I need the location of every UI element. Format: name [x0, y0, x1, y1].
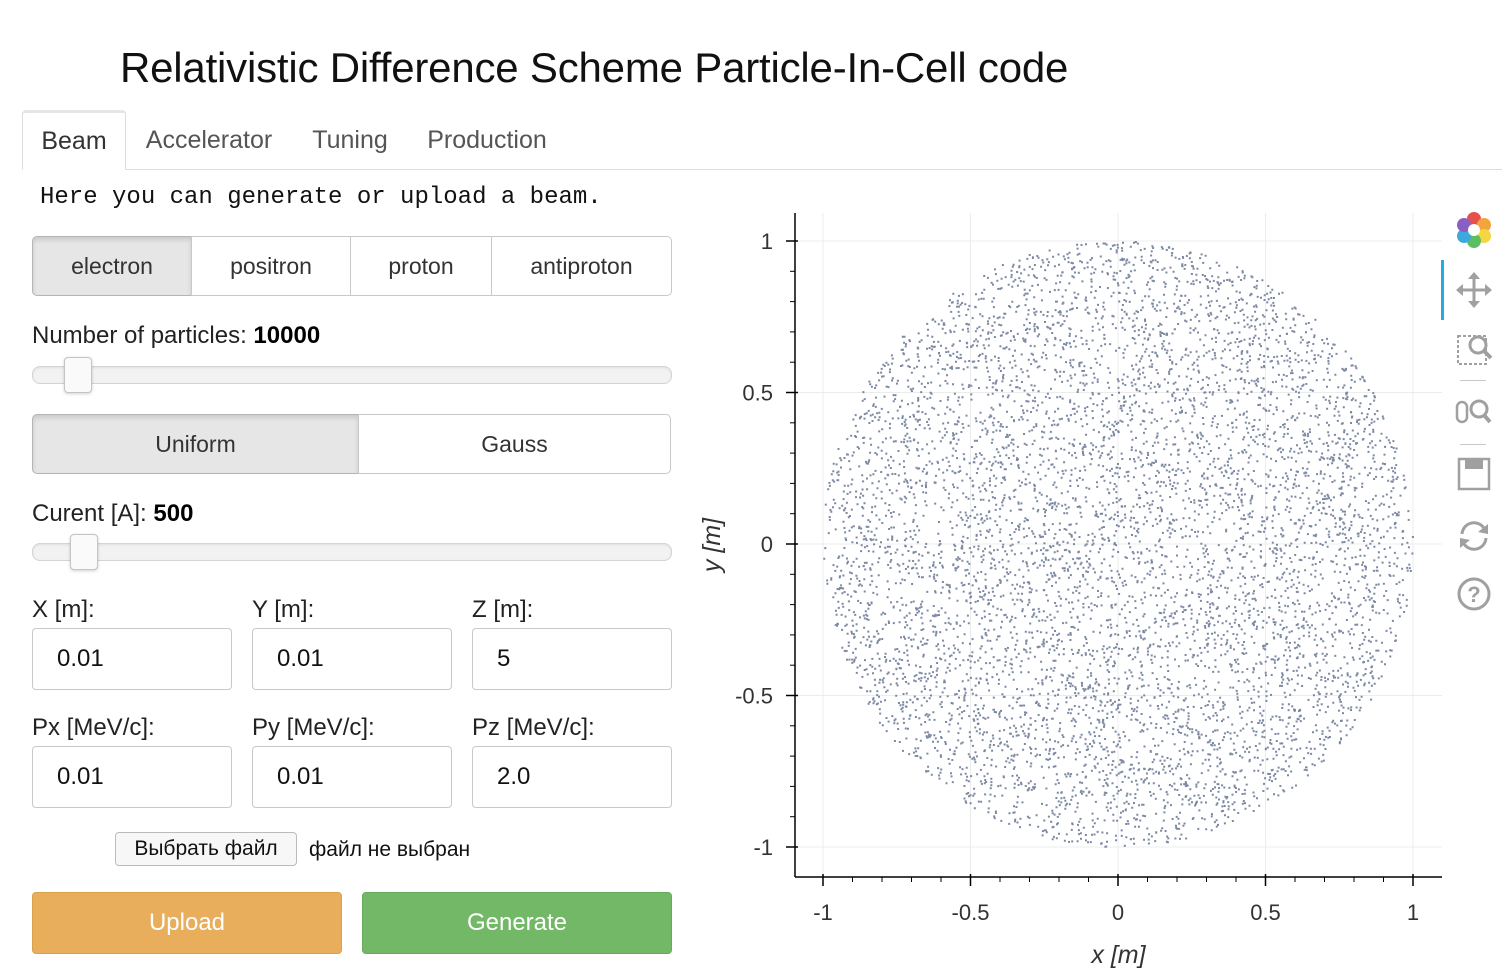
x-tick-label: -1 [813, 900, 833, 925]
generate-button[interactable]: Generate [362, 892, 672, 954]
particle-positron-button[interactable]: positron [191, 236, 351, 296]
scatter-marks [823, 241, 1414, 848]
pan-icon[interactable] [1454, 270, 1494, 310]
px-label: Px [MeV/c]: [32, 714, 155, 741]
x-tick-label: 1 [1407, 900, 1419, 925]
particle-antiproton-button[interactable]: antiproton [491, 236, 672, 296]
py-input[interactable] [252, 746, 452, 808]
current-label: Curent [A]: 500 [32, 500, 193, 528]
current-slider[interactable] [32, 534, 672, 570]
x-tick-label: -0.5 [952, 900, 990, 925]
beam-intro-text: Here you can generate or upload a beam. [40, 184, 602, 211]
x-tick-label: 0 [1112, 900, 1124, 925]
particle-proton-button[interactable]: proton [350, 236, 492, 296]
x-label: X [m]: [32, 596, 95, 623]
scatter-points [823, 241, 1414, 848]
x-axis-label: x [m] [1090, 941, 1146, 969]
reset-icon[interactable] [1454, 516, 1494, 556]
z-input[interactable] [472, 628, 672, 690]
y-tick-label: 0.5 [742, 381, 773, 406]
upload-button[interactable]: Upload [32, 892, 342, 954]
pz-label: Pz [MeV/c]: [472, 714, 595, 741]
tab-beam[interactable]: Beam [22, 110, 126, 170]
y-tick-label: 1 [761, 229, 773, 254]
save-icon[interactable] [1454, 454, 1494, 494]
px-input[interactable] [32, 746, 232, 808]
bokeh-logo-icon[interactable] [1454, 210, 1494, 250]
num-particles-label: Number of particles: 10000 [32, 322, 320, 350]
plot-axes: -1 -0.5 0 0.5 1 -1 -0.5 0 0.5 1 x [m] y [m] [700, 213, 1442, 969]
num-particles-caption: Number of particles: [32, 322, 254, 349]
file-status-text: файл не выбран [309, 838, 471, 861]
y-axis-label: y [m] [700, 517, 726, 574]
particle-type-selector: electron positron proton antiproton [32, 236, 672, 296]
y-input[interactable] [252, 628, 452, 690]
tab-accelerator[interactable]: Accelerator [145, 126, 273, 154]
help-icon[interactable]: ? [1454, 574, 1494, 614]
current-value: 500 [153, 500, 194, 527]
page-title: Relativistic Difference Scheme Particle-… [120, 44, 1069, 91]
z-label: Z [m]: [472, 596, 534, 623]
y-tick-label: 0 [761, 532, 773, 557]
plot-toolbar: ? [1441, 200, 1504, 640]
x-input[interactable] [32, 628, 232, 690]
distribution-uniform-button[interactable]: Uniform [32, 414, 359, 474]
tab-bar: Beam Accelerator Tuning Production [22, 110, 1502, 170]
y-label: Y [m]: [252, 596, 315, 623]
num-particles-value: 10000 [253, 322, 321, 349]
pz-input[interactable] [472, 746, 672, 808]
toolbar-divider [1460, 380, 1486, 381]
particle-electron-button[interactable]: electron [32, 236, 192, 296]
tab-production[interactable]: Production [427, 126, 547, 154]
y-tick-label: -1 [753, 835, 773, 860]
box-zoom-icon[interactable] [1454, 330, 1494, 370]
choose-file-button[interactable]: Выбрать файл [115, 832, 297, 866]
wheel-zoom-icon[interactable] [1454, 392, 1494, 432]
plot-grid [795, 213, 1442, 877]
beam-scatter-plot[interactable]: -1 -0.5 0 0.5 1 -1 -0.5 0 0.5 1 x [m] y [m] [700, 195, 1500, 975]
current-caption: Curent [A]: [32, 500, 154, 527]
tab-tuning[interactable]: Tuning [312, 126, 388, 154]
py-label: Py [MeV/c]: [252, 714, 375, 741]
x-tick-label: 0.5 [1250, 900, 1281, 925]
toolbar-divider [1460, 444, 1486, 445]
distribution-selector: Uniform Gauss [32, 414, 671, 474]
active-tool-indicator [1441, 260, 1444, 320]
y-tick-label: -0.5 [735, 684, 773, 709]
num-particles-slider[interactable] [32, 357, 672, 393]
distribution-gauss-button[interactable]: Gauss [358, 414, 671, 474]
svg-text:?: ? [1467, 582, 1480, 607]
num-particles-slider-handle[interactable] [63, 357, 92, 393]
current-slider-handle[interactable] [69, 534, 98, 570]
